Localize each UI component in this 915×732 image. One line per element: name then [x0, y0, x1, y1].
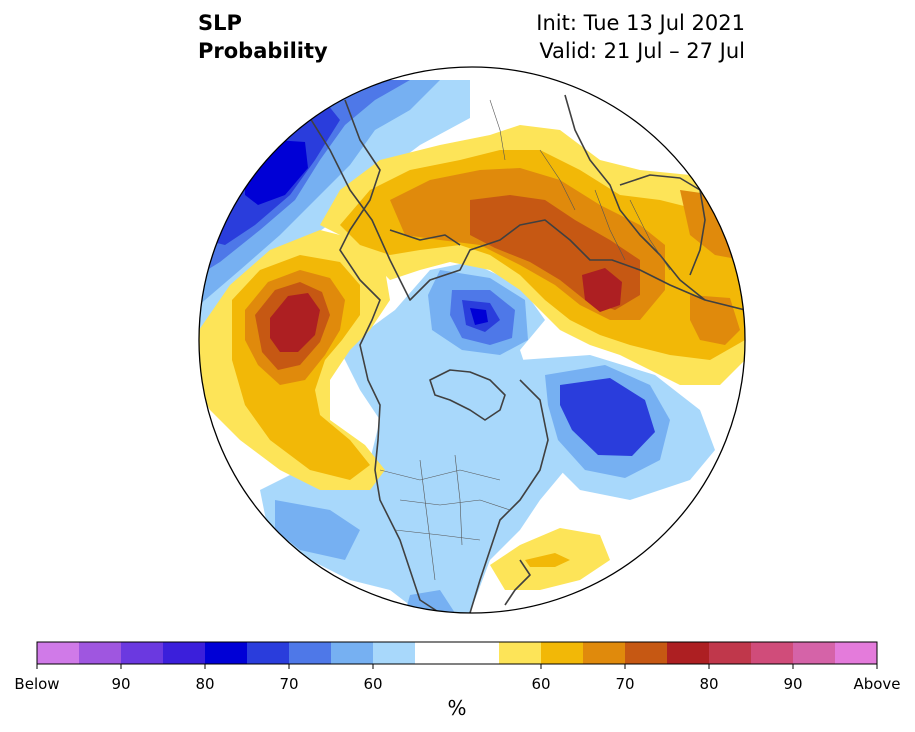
colorbar-tick-label: 90: [111, 675, 131, 693]
colorbar-segment: [163, 642, 205, 664]
colorbar-segment: [793, 642, 835, 664]
colorbar-segment: [373, 642, 415, 664]
map-boundary: [198, 66, 746, 614]
colorbar-tick-label: 60: [363, 675, 383, 693]
colorbar-segment: [583, 642, 625, 664]
western-atlantic-above-anomaly: [490, 528, 610, 590]
probability-field: [199, 67, 745, 613]
colorbar-segment: [835, 642, 877, 664]
colorbar-tick-label: 60: [531, 675, 551, 693]
valid-range: Valid: 21 Jul – 27 Jul: [539, 39, 745, 63]
colorbar-segment: [79, 642, 121, 664]
colorbar-segment: [289, 642, 331, 664]
title-line-probability: Probability: [198, 39, 328, 63]
init-date: Init: Tue 13 Jul 2021: [536, 11, 745, 35]
colorbar-segment: [667, 642, 709, 664]
colorbar-tick-label: 80: [699, 675, 719, 693]
title-line-slp: SLP: [198, 11, 242, 35]
colorbar-unit: %: [447, 696, 467, 720]
pacific-above-anomaly: [199, 230, 390, 490]
colorbar-tick-label: 90: [783, 675, 803, 693]
political-borders: [379, 99, 671, 581]
colorbar: [36, 641, 878, 669]
colorbar-tick-label: 70: [279, 675, 299, 693]
colorbar-segment: [541, 642, 583, 664]
colorbar-tick-label: Above: [853, 675, 901, 693]
north-atlantic-below-anomaly: [520, 355, 715, 500]
colorbar-segment: [751, 642, 793, 664]
colorbar-segment: [37, 642, 79, 664]
colorbar-tick-label: 70: [615, 675, 635, 693]
colorbar-segment: [499, 642, 541, 664]
colorbar-tick-label: Below: [14, 675, 60, 693]
colorbar-segment: [625, 642, 667, 664]
map-title: SLP Probability: [198, 9, 328, 65]
colorbar-tick-label: 80: [195, 675, 215, 693]
scandinavia-west-russia-above-anomaly: [320, 125, 745, 385]
forecast-dates: Init: Tue 13 Jul 2021 Valid: 21 Jul – 27…: [536, 9, 745, 65]
colorbar-segment: [331, 642, 373, 664]
colorbar-segment: [121, 642, 163, 664]
colorbar-segment: [415, 642, 499, 664]
colorbar-segment: [709, 642, 751, 664]
colorbar-segment: [247, 642, 289, 664]
colorbar-segment: [205, 642, 247, 664]
colorbar-frame: [36, 641, 878, 665]
coastlines: [304, 94, 745, 613]
